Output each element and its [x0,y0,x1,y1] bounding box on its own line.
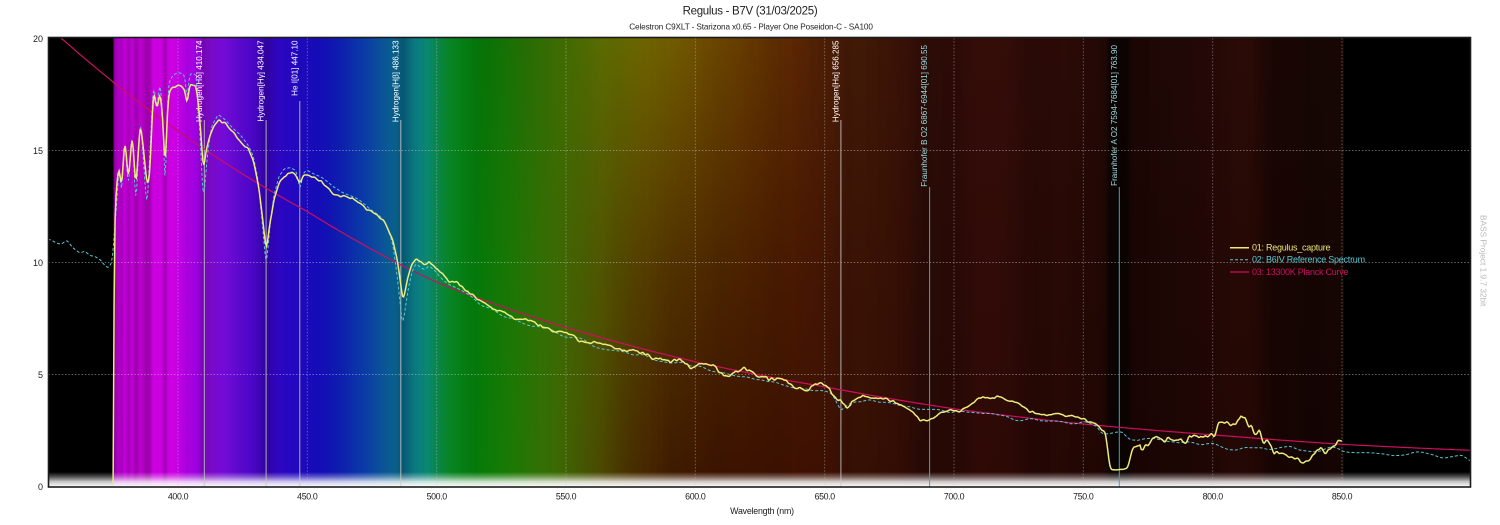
svg-text:Celestron C9XLT - Starizona x0: Celestron C9XLT - Starizona x0.65 - Play… [629,23,873,32]
svg-text:BASS Project 1.9.7 32bit: BASS Project 1.9.7 32bit [1479,215,1489,307]
svg-text:5: 5 [38,370,43,380]
svg-text:400.0: 400.0 [168,492,189,502]
svg-text:Regulus - B7V (31/03/2025): Regulus - B7V (31/03/2025) [683,6,818,18]
svg-text:0: 0 [38,482,43,492]
svg-text:02: B6IV Reference Spectrum: 02: B6IV Reference Spectrum [1252,255,1365,265]
svg-text:15: 15 [33,146,43,156]
svg-text:20: 20 [33,34,43,44]
svg-text:10: 10 [33,258,43,268]
svg-text:650.0: 650.0 [815,492,836,502]
svg-text:Hydrogen[Hγ] 434.047: Hydrogen[Hγ] 434.047 [257,40,266,121]
svg-text:Wavelength (nm): Wavelength (nm) [730,506,794,516]
svg-text:Fraunhofer B O2 6867-6944[01]: Fraunhofer B O2 6867-6944[01] 690.55 [920,45,929,187]
svg-text:600.0: 600.0 [685,492,706,502]
svg-text:800.0: 800.0 [1203,492,1224,502]
svg-text:03: 13300K Planck Curve: 03: 13300K Planck Curve [1252,267,1349,277]
svg-text:He I[01] 447.10: He I[01] 447.10 [290,40,299,96]
svg-text:450.0: 450.0 [297,492,318,502]
svg-text:Hydrogen[Hδ] 410.174: Hydrogen[Hδ] 410.174 [195,40,204,122]
svg-text:750.0: 750.0 [1073,492,1094,502]
svg-text:01: Regulus_capture: 01: Regulus_capture [1252,243,1331,253]
svg-text:850.0: 850.0 [1332,492,1353,502]
svg-text:500.0: 500.0 [427,492,448,502]
svg-text:Hydrogen[Hα] 656.285: Hydrogen[Hα] 656.285 [831,40,840,122]
svg-text:550.0: 550.0 [556,492,577,502]
svg-text:Hydrogen[Hβ] 486.133: Hydrogen[Hβ] 486.133 [391,40,400,122]
svg-text:Fraunhofer A O2 7594-7684[01]: Fraunhofer A O2 7594-7684[01] 763.90 [1110,45,1119,186]
svg-text:700.0: 700.0 [944,492,965,502]
